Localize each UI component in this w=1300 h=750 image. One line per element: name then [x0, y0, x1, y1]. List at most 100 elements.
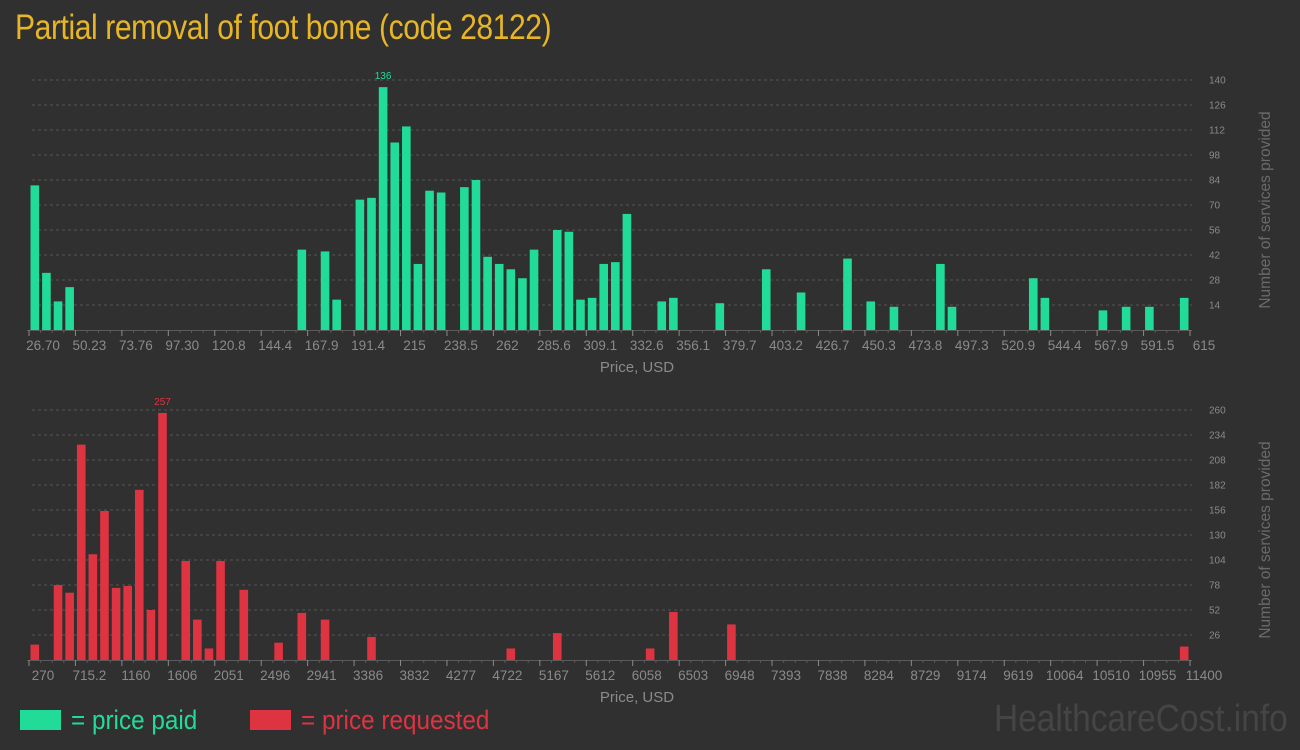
histogram-bar: [134, 489, 144, 660]
histogram-bar: [297, 249, 307, 330]
x-tick-label: 5612: [585, 668, 615, 683]
histogram-bar: [529, 249, 539, 330]
histogram-bar: [402, 126, 411, 330]
histogram-bar: [552, 633, 562, 660]
legend-price-paid: = price paid: [20, 703, 211, 737]
histogram-bar: [576, 299, 585, 330]
histogram-bar: [65, 287, 74, 330]
x-tick-label: 1160: [121, 668, 150, 683]
histogram-bar: [274, 642, 283, 660]
price-requested-histogram: 26 52 78 104 130 156 182 208 234 260 257 270 715.2 11…: [0, 390, 1300, 710]
x-tick-label: 567.9: [1094, 338, 1128, 353]
x-tick-label: 270: [32, 668, 55, 683]
page-title: Partial removal of foot bone (code 28122…: [15, 8, 552, 47]
x-tick-label: 6503: [678, 668, 708, 683]
histogram-bar: [204, 648, 214, 660]
x-tick-label: 403.2: [769, 338, 803, 353]
histogram-bar: [494, 263, 504, 330]
y-tick-label: 234: [1209, 431, 1226, 442]
y-tick-label: 28: [1209, 276, 1221, 287]
histogram-bar: [622, 213, 632, 330]
histogram-bar: [796, 292, 806, 330]
histogram-bar: [181, 560, 191, 660]
x-tick-label: 8729: [910, 668, 940, 683]
histogram-bar: [146, 610, 156, 660]
histogram-bar: [297, 612, 307, 660]
histogram-bar: [158, 412, 167, 660]
x-tick-label: 26.70: [26, 338, 60, 353]
histogram-bar: [1040, 297, 1050, 330]
price-requested-swatch-icon: [250, 710, 291, 730]
histogram-bar: [611, 262, 620, 330]
histogram-bar: [506, 648, 516, 660]
histogram-bar: [587, 297, 597, 330]
histogram-bar: [76, 444, 86, 660]
x-tick-label: 191.4: [351, 338, 385, 353]
histogram-bar: [239, 589, 249, 660]
x-tick-label: 309.1: [583, 338, 617, 353]
histogram-bar: [1179, 297, 1189, 330]
histogram-bar: [645, 648, 655, 660]
x-tick-label: 10064: [1046, 668, 1084, 683]
histogram-bar: [88, 554, 98, 660]
histogram-bar: [564, 231, 574, 330]
x-tick-label: 4722: [492, 668, 522, 683]
x-tick-label: 497.3: [955, 338, 989, 353]
histogram-bar: [413, 263, 423, 330]
x-tick-label: 332.6: [630, 338, 664, 353]
legend-price-requested-label: = price requested: [301, 704, 490, 735]
x-tick-label: 715.2: [73, 668, 107, 683]
x-tick-label: 10955: [1139, 668, 1177, 683]
x-tick-label: 7838: [817, 668, 847, 683]
histogram-bar: [100, 510, 109, 660]
histogram-bar: [123, 585, 132, 660]
histogram-bar: [483, 256, 492, 330]
histogram-bar: [320, 619, 330, 660]
histogram-bar: [378, 87, 388, 330]
histogram-bar: [332, 299, 341, 330]
x-tick-label: 473.8: [908, 338, 942, 353]
y-tick-label: 14: [1209, 301, 1221, 312]
y-tick-label: 140: [1209, 76, 1226, 87]
x-tick-label: 1606: [167, 668, 197, 683]
x-tick-label: 50.23: [73, 338, 107, 353]
histogram-bar: [1098, 310, 1108, 330]
y-tick-label: 208: [1209, 456, 1226, 467]
price-paid-histogram: 14 28 42 56 70 84 98 112 126 140 136 26.70 50.23 73.7…: [0, 60, 1300, 380]
histogram-bar: [367, 636, 376, 660]
y-tick-label: 104: [1209, 556, 1226, 567]
histogram-bar: [1179, 646, 1189, 660]
histogram-bar: [727, 624, 736, 660]
y-tick-label: 56: [1209, 226, 1221, 237]
y-axis-title: Number of services provided: [1257, 441, 1274, 638]
x-axis-title: Price, USD: [600, 359, 674, 376]
y-tick-label: 98: [1209, 151, 1221, 162]
x-tick-label: 4277: [446, 668, 476, 683]
histogram-bar: [506, 269, 516, 330]
histogram-bar: [669, 611, 678, 660]
histogram-bar: [111, 587, 121, 660]
x-tick-label: 9174: [957, 668, 988, 683]
x-tick-label: 97.30: [165, 338, 199, 353]
histogram-bar: [669, 297, 678, 330]
histogram-bar: [552, 230, 562, 330]
histogram-bar: [1028, 278, 1038, 330]
x-tick-label: 426.7: [816, 338, 850, 353]
x-tick-label: 3386: [353, 668, 383, 683]
y-tick-label: 26: [1209, 631, 1221, 642]
y-tick-label: 260: [1209, 406, 1226, 417]
histogram-bar: [30, 185, 40, 330]
x-tick-label: 2941: [307, 668, 337, 683]
histogram-bar: [42, 272, 51, 330]
y-tick-label: 78: [1209, 581, 1221, 592]
x-tick-label: 285.6: [537, 338, 571, 353]
histogram-bar: [390, 142, 400, 330]
x-tick-label: 167.9: [305, 338, 339, 353]
x-tick-label: 8284: [864, 668, 895, 683]
x-tick-label: 615: [1193, 338, 1216, 353]
y-tick-label: 182: [1209, 481, 1226, 492]
y-tick-label: 70: [1209, 201, 1221, 212]
x-axis-title: Price, USD: [600, 689, 674, 706]
histogram-bar: [715, 303, 725, 330]
x-tick-label: 544.4: [1048, 338, 1082, 353]
